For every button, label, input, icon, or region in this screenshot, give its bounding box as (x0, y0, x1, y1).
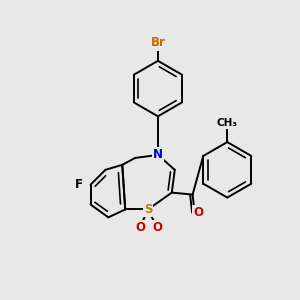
Text: O: O (135, 221, 145, 234)
Text: Br: Br (151, 37, 165, 50)
Text: O: O (152, 221, 162, 234)
Text: N: N (153, 148, 163, 161)
Text: S: S (144, 203, 152, 216)
Text: O: O (194, 206, 203, 219)
Text: CH₃: CH₃ (217, 118, 238, 128)
Text: F: F (75, 178, 83, 191)
